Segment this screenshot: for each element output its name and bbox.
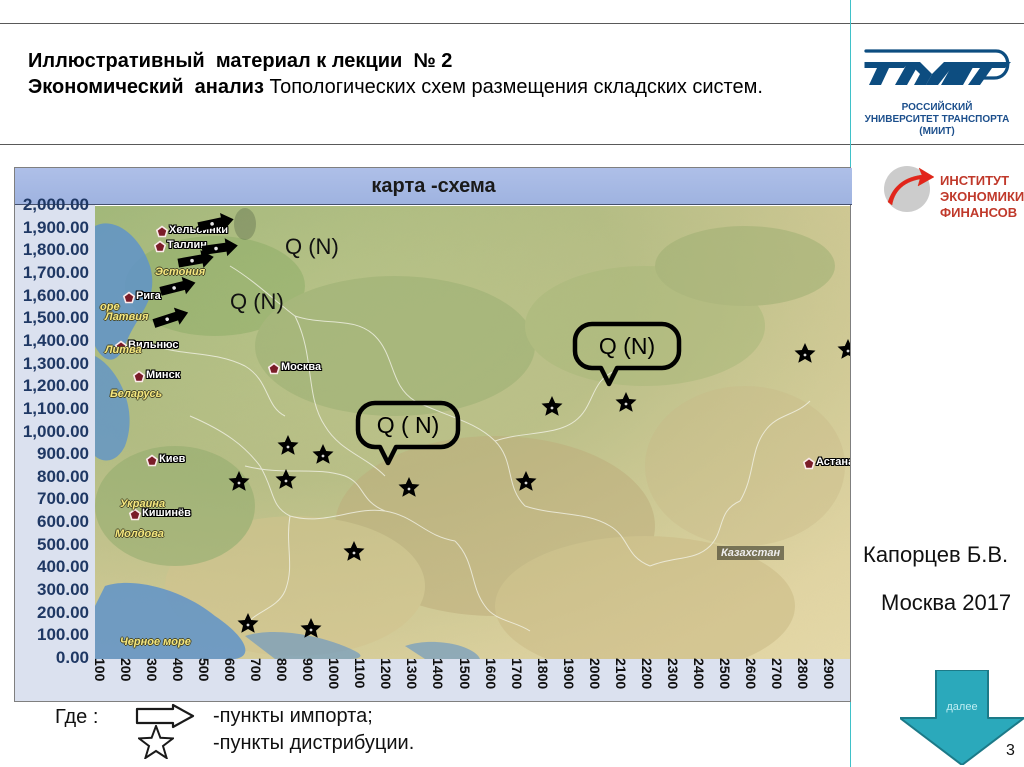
svg-text:Q (N): Q (N)	[230, 289, 284, 314]
svg-text:Q (N): Q (N)	[285, 234, 339, 259]
svg-text:далее: далее	[946, 701, 977, 713]
svg-text:Q (N): Q (N)	[599, 333, 655, 359]
svg-text:Q ( N): Q ( N)	[377, 412, 440, 438]
